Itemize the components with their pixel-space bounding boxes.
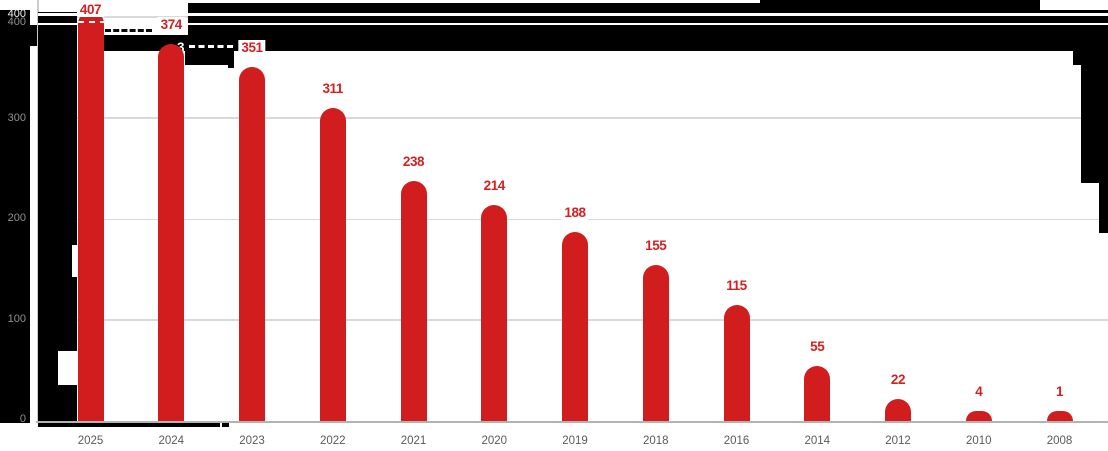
glitch-black-left-column <box>0 10 30 423</box>
x-axis-label-2018: 2018 <box>642 435 669 447</box>
x-axis-baseline <box>36 420 1108 424</box>
bar-value-label: 155 <box>642 237 670 253</box>
y-axis-tick-400: 400 <box>7 16 26 28</box>
bar-2019[interactable] <box>562 231 588 421</box>
glitch-black-left-chip <box>30 25 37 46</box>
bar-value-label: 188 <box>561 204 589 220</box>
x-axis-label-2021: 2021 <box>400 435 427 447</box>
glitch-black-step-tab <box>228 51 234 68</box>
bar-2021[interactable] <box>400 181 427 421</box>
y-axis-tick-100: 100 <box>7 312 26 325</box>
bar-value-label: 22 <box>887 371 909 387</box>
glitch-white-stripe-upper <box>38 13 1108 16</box>
glitch-black-right-step3 <box>1099 183 1108 233</box>
x-axis-label-2010: 2010 <box>965 435 992 447</box>
x-axis-label-2012: 2012 <box>885 435 911 447</box>
bar-value-label: 374 <box>157 17 185 33</box>
glitch-white-top-sliver <box>188 0 760 3</box>
gridline-300 <box>38 117 1108 119</box>
glitch-black-top-band <box>188 0 1108 51</box>
bar-2014[interactable] <box>804 365 831 421</box>
glitch-black-step <box>185 51 232 65</box>
x-axis-label-2016: 2016 <box>723 435 750 447</box>
glitch-white-notch-lower <box>58 351 78 385</box>
x-axis-label-2020: 2020 <box>481 435 508 447</box>
bar-2023[interactable] <box>239 67 265 421</box>
bar-value-label: 238 <box>399 154 428 170</box>
y-axis-tick-ghost-400: 400 <box>7 8 26 20</box>
glitch-white-top-right <box>1040 0 1108 10</box>
glitch-dotted-leader-black <box>105 29 152 32</box>
x-axis-label-2022: 2022 <box>319 435 346 447</box>
y-axis-line <box>37 0 39 421</box>
bar-value-label: 311 <box>319 80 347 96</box>
glitch-white-stripe-lower <box>38 22 1108 25</box>
x-axis-label-2019: 2019 <box>562 435 588 447</box>
bar-2008[interactable] <box>1046 411 1073 421</box>
bar-2016[interactable] <box>723 305 750 421</box>
bar-2024[interactable] <box>158 44 185 421</box>
bar-2018[interactable] <box>642 264 669 421</box>
glitch-black-right-step1 <box>1073 50 1108 65</box>
x-axis-label-2014: 2014 <box>804 435 831 447</box>
y-axis-tick-200: 200 <box>7 212 26 224</box>
y-axis-tick-0: 0 <box>19 413 26 425</box>
bar-value-label: 351 <box>238 40 266 56</box>
x-axis-label-2024: 2024 <box>158 435 185 447</box>
y-axis-tick-300: 300 <box>7 111 26 124</box>
bar-value-label: 55 <box>807 338 828 354</box>
bar-value-label: 115 <box>723 278 750 294</box>
bar-2020[interactable] <box>481 205 508 421</box>
glitch-white-notch-upper <box>72 245 78 277</box>
glitch-dashed-bar-cut <box>78 21 106 23</box>
x-axis-label-2023: 2023 <box>239 435 265 447</box>
glitch-black-right-step2 <box>1081 65 1108 183</box>
glitch-black-underline <box>38 423 220 427</box>
bar-value-label: 4 <box>972 384 986 399</box>
bar-2010[interactable] <box>965 411 992 421</box>
bar-value-label: 1 <box>1052 384 1067 399</box>
glitch-black-underline-dash <box>222 423 229 427</box>
glitch-dotted-leader-white <box>189 45 233 48</box>
bar-2025[interactable] <box>77 10 104 421</box>
bar-value-label: 214 <box>480 178 508 194</box>
x-axis-label-2025: 2025 <box>77 435 104 447</box>
x-axis-label-2008: 2008 <box>1046 435 1073 447</box>
bar-2022[interactable] <box>319 107 346 421</box>
bar-value-label: 407 <box>76 2 105 17</box>
bar-2012[interactable] <box>885 398 911 421</box>
